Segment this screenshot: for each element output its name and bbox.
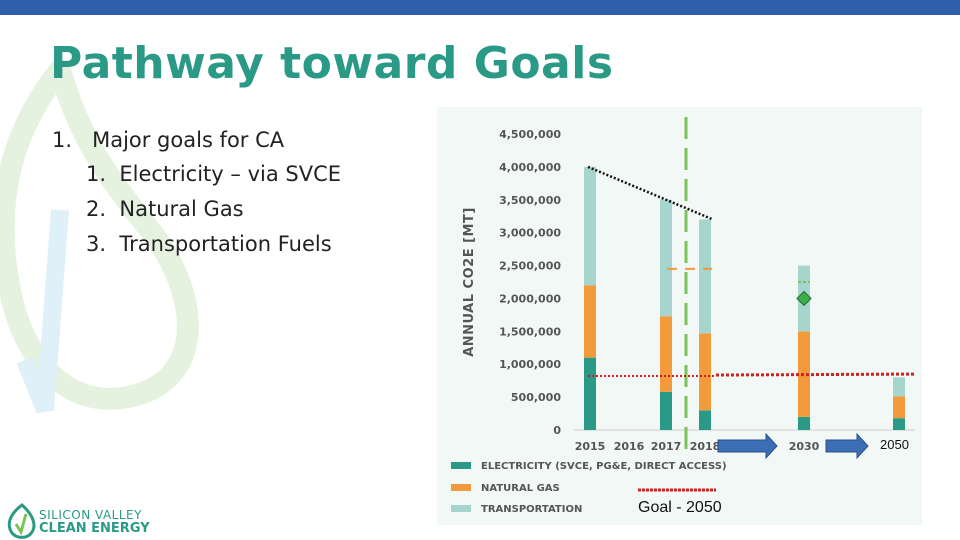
marker-2030-diamond [796, 290, 812, 307]
arrow-to-2050-icon [825, 432, 869, 460]
goal-item: 2. Natural Gas [52, 197, 341, 232]
legend-label: NATURAL GAS [481, 483, 560, 494]
chart-panel [437, 107, 922, 525]
bar-2015-transportation [584, 166, 596, 286]
y-tick-label: 4,500,000 [499, 128, 561, 141]
goal-text: Transportation Fuels [119, 232, 332, 256]
legend-swatch [451, 505, 471, 512]
trend-line [587, 165, 714, 221]
x-tick-label: 2030 [789, 440, 820, 453]
bar-2018-electricity [699, 410, 711, 430]
bar-2030-electricity [798, 416, 810, 430]
bar-2050-transportation [893, 377, 905, 397]
logo-text-line1: SILICON VALLEY [39, 508, 142, 522]
goal-text: Electricity – via SVCE [119, 162, 342, 186]
bar-2017-electricity [660, 391, 672, 430]
goal-item: 1. Electricity – via SVCE [52, 162, 341, 197]
y-tick-label: 500,000 [511, 391, 561, 404]
goal-number: 1. [86, 162, 107, 186]
y-tick-label: 3,000,000 [499, 227, 561, 240]
logo-text-line2: CLEAN ENERGY [39, 521, 150, 536]
y-axis-label: ANNUAL CO2E [MT] [462, 207, 477, 357]
page-title: Pathway toward Goals [50, 38, 614, 89]
y-tick-label: 3,500,000 [499, 194, 561, 207]
bar-2015-natural-gas [584, 285, 596, 358]
bar-2017-transportation [660, 199, 672, 317]
goals-list: 1. Major goals for CA 1. Electricity – v… [52, 128, 341, 267]
x-tick-label: 2016 [614, 440, 645, 453]
x-tick-label: 2017 [651, 440, 682, 453]
goal-number: 3. [86, 232, 107, 256]
bar-2050-natural-gas [893, 396, 905, 419]
bar-2018-transportation [699, 219, 711, 334]
y-tick-label: 2,000,000 [499, 292, 561, 305]
goal-line-right [715, 372, 916, 377]
x-tick-label: 2018 [690, 440, 721, 453]
y-tick-label: 1,000,000 [499, 358, 561, 371]
y-tick-label: 1,500,000 [499, 325, 561, 338]
bar-2018-natural-gas [699, 333, 711, 411]
legend-label: ELECTRICITY (SVCE, PG&E, DIRECT ACCESS) [481, 461, 727, 472]
legend-label: TRANSPORTATION [481, 504, 582, 515]
y-tick-label: 4,000,000 [499, 161, 561, 174]
legend-swatch [451, 484, 471, 491]
goal-2050-caption: Goal - 2050 [638, 499, 722, 516]
bar-2015-electricity [584, 357, 596, 430]
goal-item: 3. Transportation Fuels [52, 232, 341, 267]
goals-heading-number: 1. [52, 128, 73, 152]
goals-heading: 1. Major goals for CA [52, 128, 341, 162]
svce-logo-icon [7, 503, 36, 539]
x-tick-label: 2015 [575, 440, 606, 453]
top-accent-bar [0, 0, 960, 15]
label-2050: 2050 [880, 437, 909, 452]
bar-2030-natural-gas [798, 331, 810, 417]
goal-text: Natural Gas [119, 197, 244, 221]
bar-2017-natural-gas [660, 316, 672, 392]
goal-number: 2. [86, 197, 107, 221]
goals-heading-text: Major goals for CA [92, 128, 285, 152]
leaf-watermark-icon [0, 60, 199, 414]
bar-2050-electricity [893, 418, 905, 430]
y-tick-label: 0 [553, 424, 561, 437]
y-tick-label: 2,500,000 [499, 260, 561, 273]
arrow-to-2030-icon [717, 432, 778, 460]
legend-swatch [451, 462, 471, 469]
